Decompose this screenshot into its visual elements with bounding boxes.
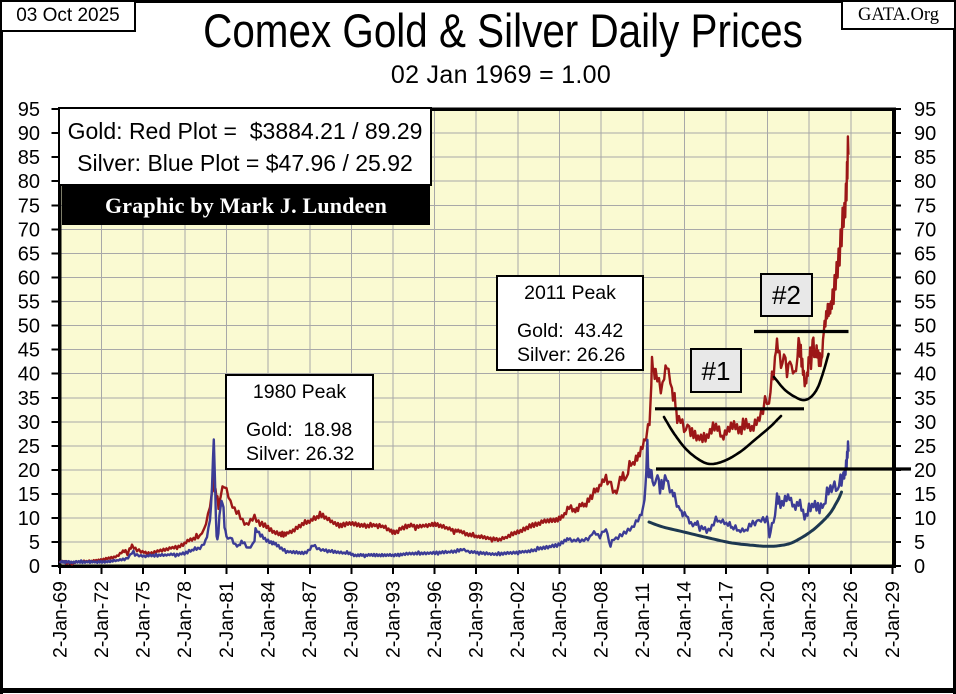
svg-text:80: 80: [914, 171, 936, 193]
svg-text:2-Jan-81: 2-Jan-81: [216, 581, 238, 658]
svg-text:60: 60: [914, 268, 936, 290]
svg-text:65: 65: [18, 243, 40, 265]
svg-text:5: 5: [914, 532, 925, 554]
svg-text:75: 75: [18, 195, 40, 217]
svg-text:95: 95: [18, 99, 40, 121]
svg-text:2-Jan-02: 2-Jan-02: [507, 581, 529, 658]
svg-text:40: 40: [914, 364, 936, 386]
svg-text:30: 30: [914, 412, 936, 434]
svg-text:35: 35: [914, 388, 936, 410]
svg-text:55: 55: [914, 292, 936, 314]
svg-text:65: 65: [914, 243, 936, 265]
svg-text:2-Jan-20: 2-Jan-20: [757, 581, 779, 658]
svg-text:2-Jan-90: 2-Jan-90: [341, 581, 363, 658]
svg-text:10: 10: [914, 508, 936, 530]
svg-text:50: 50: [18, 316, 40, 338]
svg-text:25: 25: [914, 436, 936, 458]
svg-text:2-Jan-84: 2-Jan-84: [257, 581, 279, 658]
svg-text:40: 40: [18, 364, 40, 386]
svg-text:2-Jan-75: 2-Jan-75: [133, 581, 155, 658]
svg-text:2-Jan-23: 2-Jan-23: [799, 581, 821, 658]
svg-text:85: 85: [914, 147, 936, 169]
svg-text:10: 10: [18, 508, 40, 530]
svg-text:25: 25: [18, 436, 40, 458]
svg-text:55: 55: [18, 292, 40, 314]
svg-text:30: 30: [18, 412, 40, 434]
svg-text:70: 70: [914, 219, 936, 241]
svg-text:70: 70: [18, 219, 40, 241]
svg-text:5: 5: [29, 532, 40, 554]
svg-text:2-Jan-11: 2-Jan-11: [632, 582, 654, 658]
svg-text:2-Jan-08: 2-Jan-08: [590, 581, 612, 658]
svg-text:90: 90: [914, 123, 936, 145]
svg-text:50: 50: [914, 316, 936, 338]
svg-text:0: 0: [914, 556, 925, 578]
svg-text:2-Jan-14: 2-Jan-14: [674, 581, 696, 658]
svg-text:20: 20: [18, 460, 40, 482]
svg-text:2-Jan-17: 2-Jan-17: [715, 581, 737, 658]
svg-text:2-Jan-29: 2-Jan-29: [882, 581, 904, 658]
svg-text:2-Jan-78: 2-Jan-78: [174, 581, 196, 658]
svg-text:2-Jan-05: 2-Jan-05: [549, 581, 571, 658]
svg-text:45: 45: [914, 340, 936, 362]
svg-text:15: 15: [914, 484, 936, 506]
svg-text:85: 85: [18, 147, 40, 169]
svg-text:45: 45: [18, 340, 40, 362]
svg-text:2-Jan-26: 2-Jan-26: [840, 581, 862, 658]
svg-text:20: 20: [914, 460, 936, 482]
svg-text:80: 80: [18, 171, 40, 193]
svg-text:60: 60: [18, 268, 40, 290]
svg-text:2-Jan-87: 2-Jan-87: [299, 581, 321, 658]
svg-text:15: 15: [18, 484, 40, 506]
svg-text:2-Jan-69: 2-Jan-69: [49, 581, 71, 658]
svg-text:2-Jan-99: 2-Jan-99: [466, 581, 488, 658]
svg-text:90: 90: [18, 123, 40, 145]
svg-text:0: 0: [29, 556, 40, 578]
svg-text:2-Jan-93: 2-Jan-93: [382, 581, 404, 658]
svg-text:2-Jan-96: 2-Jan-96: [424, 581, 446, 658]
svg-text:2-Jan-72: 2-Jan-72: [91, 581, 113, 658]
svg-text:75: 75: [914, 195, 936, 217]
svg-text:95: 95: [914, 99, 936, 121]
svg-text:35: 35: [18, 388, 40, 410]
